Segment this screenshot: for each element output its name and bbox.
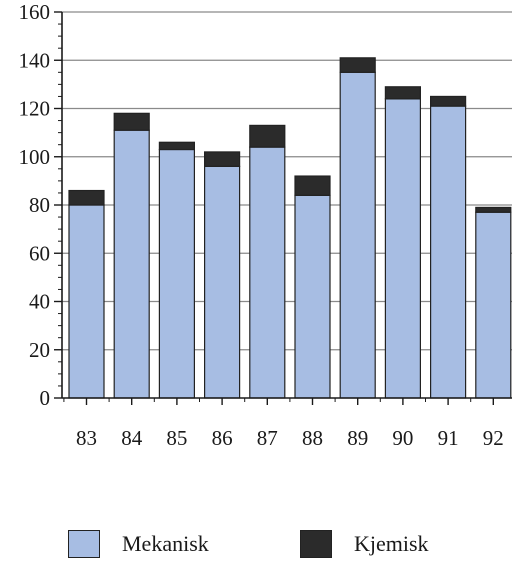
x-tick-label-92: 92 (483, 426, 504, 450)
bar-83-kjemisk (68, 189, 105, 206)
y-tick-label-80: 80 (29, 193, 50, 217)
bar-83-mekanisk (68, 204, 105, 399)
x-tick-label-83: 83 (76, 426, 97, 450)
bar-89-mekanisk (339, 71, 376, 399)
bar-86-kjemisk (204, 151, 241, 168)
bar-92-mekanisk (475, 211, 512, 399)
x-tick-label-85: 85 (166, 426, 187, 450)
y-tick-label-140: 140 (19, 48, 51, 72)
bar-88-kjemisk (294, 175, 331, 196)
y-tick-label-40: 40 (29, 290, 50, 314)
legend-swatch-mekanisk (68, 530, 100, 558)
y-tick-label-60: 60 (29, 241, 50, 265)
y-tick-label-120: 120 (19, 97, 51, 121)
x-tick-label-88: 88 (302, 426, 323, 450)
bar-85-mekanisk (158, 148, 195, 399)
bar-87-mekanisk (249, 146, 286, 399)
legend-label-kjemisk: Kjemisk (354, 531, 429, 556)
y-tick-label-100: 100 (19, 145, 51, 169)
x-tick-label-90: 90 (392, 426, 413, 450)
bar-90-kjemisk (384, 86, 421, 100)
y-tick-label-0: 0 (40, 386, 51, 410)
bar-88-mekanisk (294, 194, 331, 399)
bar-84-mekanisk (113, 129, 150, 399)
legend-item-mekanisk: Mekanisk (68, 527, 209, 561)
bar-87-kjemisk (249, 124, 286, 148)
x-tick-label-91: 91 (438, 426, 459, 450)
bar-91-kjemisk (430, 95, 467, 107)
bar-91-mekanisk (430, 105, 467, 399)
x-tick-label-84: 84 (121, 426, 143, 450)
bar-90-mekanisk (384, 98, 421, 399)
bar-85-kjemisk (158, 141, 195, 151)
x-tick-label-87: 87 (257, 426, 278, 450)
legend: Mekanisk Kjemisk (0, 527, 512, 561)
y-tick-label-160: 160 (19, 0, 51, 24)
x-tick-label-89: 89 (347, 426, 368, 450)
bar-86-mekanisk (204, 165, 241, 399)
legend-swatch-kjemisk (300, 530, 332, 558)
legend-label-mekanisk: Mekanisk (122, 531, 209, 556)
bar-84-kjemisk (113, 112, 150, 131)
y-tick-label-20: 20 (29, 338, 50, 362)
legend-item-kjemisk: Kjemisk (300, 527, 429, 561)
bar-89-kjemisk (339, 57, 376, 73)
bar-92-kjemisk (475, 206, 512, 213)
x-tick-label-86: 86 (212, 426, 233, 450)
